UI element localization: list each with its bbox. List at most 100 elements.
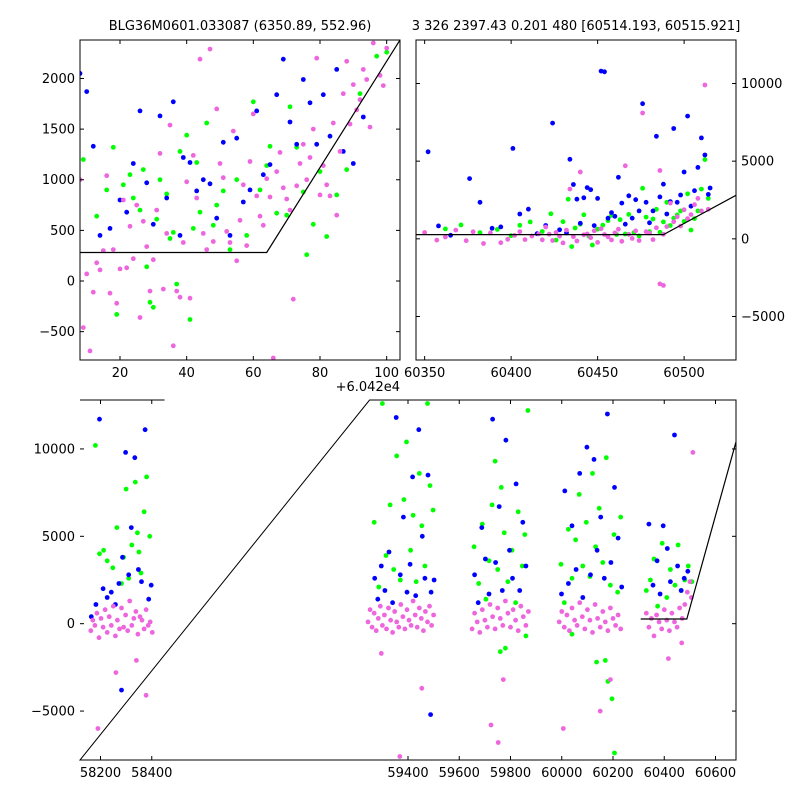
bottom-magenta-point [495,605,501,611]
top-left-blue-point [247,187,253,193]
top-right-y-tick-label: 0 [741,232,749,247]
top-left-blue-point [260,172,266,178]
bottom-green-point [580,563,586,569]
top-right-green-point [657,229,663,235]
bottom-green-point [422,563,428,569]
top-left-magenta-point [294,183,300,189]
bottom-y-tick-label: 0 [67,617,75,632]
top-left-green-point [144,264,150,270]
top-left-magenta-point [170,343,176,349]
bottom-green-point [391,567,397,572]
bottom-green-point [675,542,681,548]
top-left-magenta-point [324,182,330,188]
top-left-magenta-point [270,355,276,360]
top-right-magenta-point [574,238,580,244]
top-right-green-point [699,186,704,192]
top-left-blue-point [150,221,156,227]
bottom-magenta-point [472,610,477,616]
top-left-magenta-point [84,271,90,277]
top-left-magenta-point [260,222,266,228]
top-left-green-point [177,149,183,154]
bottom-magenta-point [382,612,387,618]
top-left-panel: BLG36M0601.033087 (6350.89, 552.96) 20 40… [39,19,401,395]
bottom-magenta-point [375,616,381,621]
top-left-blue-point [280,56,286,62]
top-left-blue-point [137,108,143,114]
bottom-green-point [569,575,575,581]
top-right-magenta-point [512,233,517,238]
bottom-magenta-point [492,626,498,632]
top-right-blue-point [678,192,683,198]
top-right-magenta-point [667,200,673,206]
top-right-green-point [539,229,545,234]
bottom-magenta-point [579,614,585,620]
top-right-green-point [650,216,656,222]
bottom-magenta-point [518,603,524,609]
bottom-magenta-point [677,605,682,611]
top-left-magenta-point [374,35,379,40]
top-left-blue-point [200,177,206,183]
bottom-magenta-point [147,619,153,625]
bottom-green-point [492,458,498,464]
top-left-blue-point [234,135,240,141]
bottom-magenta-point [377,603,383,609]
bottom-magenta-point [88,628,94,634]
bottom-magenta-point [117,626,122,632]
top-left-title: BLG36M0601.033087 (6350.89, 552.96) [109,19,372,34]
top-left-magenta-point [197,56,203,62]
top-right-magenta-point [470,229,476,235]
bottom-magenta-point [508,624,513,630]
top-left-magenta-point [327,193,333,199]
top-right-magenta-point [498,240,504,246]
bottom-magenta-point [129,623,135,628]
top-left-magenta-point [140,218,146,224]
bottom-blue-point [619,584,625,590]
bottom-green-point [608,582,613,588]
bottom-green-point [136,549,142,555]
top-left-magenta-point [204,247,210,253]
bottom-blue-point [386,549,392,555]
top-left-magenta-point [124,265,130,271]
bottom-x-tick-label: 59600 [439,766,480,781]
top-left-green-point [220,188,226,194]
bottom-magenta-point [90,617,96,623]
top-left-magenta-point [304,177,310,183]
bottom-magenta-point [503,598,508,604]
top-left-green-point [197,209,203,215]
bottom-green-point [489,502,495,508]
bottom-green-point [404,439,409,445]
bottom-magenta-point [419,685,425,691]
top-left-magenta-point [247,159,253,164]
bottom-green-point [685,563,691,569]
top-right-blue-point [467,176,472,182]
top-left-magenta-point [267,194,273,200]
bottom-blue-point [419,533,425,539]
top-left-magenta-point [360,67,366,72]
bottom-green-point [569,631,575,637]
bottom-green-point [573,537,578,543]
top-right-magenta-point [434,237,440,243]
bottom-green-point [387,502,393,508]
top-left-green-point [257,187,263,193]
bottom-magenta-point [113,633,118,639]
top-right-magenta-point [702,82,708,88]
top-left-magenta-point [224,229,230,234]
bottom-green-point [611,532,617,537]
top-left-blue-point [144,180,150,186]
top-left-green-point [267,143,273,149]
top-right-blue-point [477,199,483,205]
top-right-magenta-point [577,169,583,175]
bottom-magenta-point [135,631,141,637]
top-right-blue-point [602,69,607,75]
top-left-green-point [310,221,316,227]
top-right-blue-point [640,101,645,107]
bottom-green-point [513,600,518,606]
bottom-magenta-point [431,612,436,618]
top-left-green-point [140,167,146,173]
top-right-blue-point [707,185,713,191]
bottom-magenta-point [397,754,403,759]
bottom-magenta-point [608,677,613,682]
bottom-blue-point [569,523,575,529]
top-left-magenta-point [370,40,376,46]
top-right-blue-point [626,193,632,199]
